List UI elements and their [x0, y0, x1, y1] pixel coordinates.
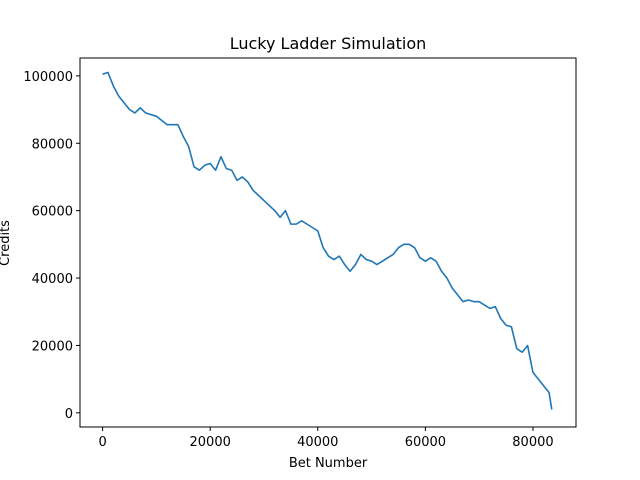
x-tick-label: 40000 — [297, 435, 338, 450]
x-tick-label: 0 — [98, 435, 106, 450]
y-tick-label: 0 — [65, 407, 73, 422]
y-tick-label: 100000 — [23, 70, 73, 85]
series-line-0 — [102, 71, 553, 410]
y-tick-label: 60000 — [32, 205, 73, 220]
x-tick-label: 60000 — [405, 435, 446, 450]
x-axis-label: Bet Number — [289, 456, 368, 471]
y-axis: 0 20000 40000 60000 80000 100000 — [23, 70, 80, 422]
plot-area — [102, 71, 553, 410]
y-axis-label: Credits — [0, 220, 13, 266]
y-tick-label: 40000 — [32, 272, 73, 287]
chart-title: Lucky Ladder Simulation — [230, 34, 427, 53]
y-tick-label: 20000 — [32, 339, 73, 354]
plot-frame — [79, 57, 577, 428]
x-tick-label: 20000 — [190, 435, 231, 450]
x-tick-label: 80000 — [512, 435, 553, 450]
y-tick-label: 80000 — [32, 137, 73, 152]
x-axis: 0 20000 40000 60000 80000 — [98, 427, 554, 450]
